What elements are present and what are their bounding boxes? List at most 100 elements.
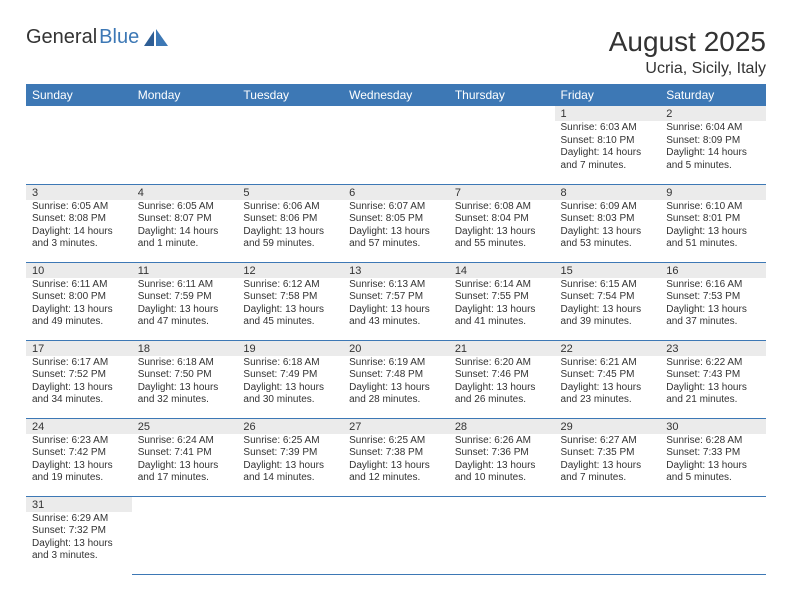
daylight-text-2: and 14 minutes. (243, 472, 337, 485)
daylight-text-1: Daylight: 14 hours (138, 226, 232, 239)
daylight-text-2: and 3 minutes. (32, 238, 126, 251)
calendar-cell (343, 106, 449, 184)
sunrise-text: Sunrise: 6:25 AM (349, 435, 443, 448)
calendar-cell: 13Sunrise: 6:13 AMSunset: 7:57 PMDayligh… (343, 262, 449, 340)
day-number: 11 (132, 263, 238, 278)
day-number: 22 (555, 341, 661, 356)
sunset-text: Sunset: 8:10 PM (561, 135, 655, 148)
sunrise-text: Sunrise: 6:24 AM (138, 435, 232, 448)
weekday-header: Wednesday (343, 84, 449, 106)
daylight-text-2: and 17 minutes. (138, 472, 232, 485)
sunset-text: Sunset: 7:52 PM (32, 369, 126, 382)
day-details: Sunrise: 6:23 AMSunset: 7:42 PMDaylight:… (26, 434, 132, 487)
daylight-text-1: Daylight: 14 hours (561, 147, 655, 160)
sunrise-text: Sunrise: 6:06 AM (243, 201, 337, 214)
sunrise-text: Sunrise: 6:11 AM (32, 279, 126, 292)
daylight-text-1: Daylight: 13 hours (349, 460, 443, 473)
day-details: Sunrise: 6:03 AMSunset: 8:10 PMDaylight:… (555, 121, 661, 174)
sunrise-text: Sunrise: 6:13 AM (349, 279, 443, 292)
day-details: Sunrise: 6:16 AMSunset: 7:53 PMDaylight:… (660, 278, 766, 331)
daylight-text-2: and 55 minutes. (455, 238, 549, 251)
weekday-header: Monday (132, 84, 238, 106)
sunrise-text: Sunrise: 6:19 AM (349, 357, 443, 370)
calendar-cell (449, 496, 555, 574)
sunset-text: Sunset: 7:42 PM (32, 447, 126, 460)
day-number: 29 (555, 419, 661, 434)
sunset-text: Sunset: 7:58 PM (243, 291, 337, 304)
sunset-text: Sunset: 7:39 PM (243, 447, 337, 460)
header: GeneralBlue August 2025 Ucria, Sicily, I… (26, 26, 766, 78)
sunset-text: Sunset: 8:06 PM (243, 213, 337, 226)
daylight-text-1: Daylight: 13 hours (666, 304, 760, 317)
sunset-text: Sunset: 7:54 PM (561, 291, 655, 304)
sunset-text: Sunset: 7:57 PM (349, 291, 443, 304)
daylight-text-1: Daylight: 13 hours (349, 226, 443, 239)
calendar-cell: 8Sunrise: 6:09 AMSunset: 8:03 PMDaylight… (555, 184, 661, 262)
day-details: Sunrise: 6:05 AMSunset: 8:08 PMDaylight:… (26, 200, 132, 253)
day-number: 28 (449, 419, 555, 434)
daylight-text-1: Daylight: 13 hours (561, 226, 655, 239)
daylight-text-2: and 47 minutes. (138, 316, 232, 329)
day-number: 18 (132, 341, 238, 356)
daylight-text-1: Daylight: 13 hours (455, 304, 549, 317)
sunrise-text: Sunrise: 6:14 AM (455, 279, 549, 292)
daylight-text-1: Daylight: 13 hours (455, 226, 549, 239)
day-number: 17 (26, 341, 132, 356)
daylight-text-1: Daylight: 13 hours (32, 460, 126, 473)
sunset-text: Sunset: 7:43 PM (666, 369, 760, 382)
sunrise-text: Sunrise: 6:21 AM (561, 357, 655, 370)
calendar-row: 10Sunrise: 6:11 AMSunset: 8:00 PMDayligh… (26, 262, 766, 340)
calendar-cell: 7Sunrise: 6:08 AMSunset: 8:04 PMDaylight… (449, 184, 555, 262)
day-details: Sunrise: 6:25 AMSunset: 7:39 PMDaylight:… (237, 434, 343, 487)
day-details: Sunrise: 6:19 AMSunset: 7:48 PMDaylight:… (343, 356, 449, 409)
brand-text-1: General (26, 26, 97, 49)
calendar-cell: 30Sunrise: 6:28 AMSunset: 7:33 PMDayligh… (660, 418, 766, 496)
day-details: Sunrise: 6:18 AMSunset: 7:49 PMDaylight:… (237, 356, 343, 409)
calendar-cell (555, 496, 661, 574)
calendar-cell: 25Sunrise: 6:24 AMSunset: 7:41 PMDayligh… (132, 418, 238, 496)
sunset-text: Sunset: 8:07 PM (138, 213, 232, 226)
daylight-text-1: Daylight: 13 hours (349, 382, 443, 395)
daylight-text-1: Daylight: 13 hours (455, 460, 549, 473)
day-details: Sunrise: 6:17 AMSunset: 7:52 PMDaylight:… (26, 356, 132, 409)
daylight-text-2: and 39 minutes. (561, 316, 655, 329)
daylight-text-2: and 30 minutes. (243, 394, 337, 407)
calendar-cell (26, 106, 132, 184)
logo: GeneralBlue (26, 26, 170, 49)
daylight-text-2: and 49 minutes. (32, 316, 126, 329)
daylight-text-1: Daylight: 13 hours (243, 460, 337, 473)
title-block: August 2025 Ucria, Sicily, Italy (609, 26, 766, 78)
day-number: 19 (237, 341, 343, 356)
daylight-text-1: Daylight: 13 hours (243, 226, 337, 239)
sunrise-text: Sunrise: 6:25 AM (243, 435, 337, 448)
sunrise-text: Sunrise: 6:28 AM (666, 435, 760, 448)
daylight-text-2: and 5 minutes. (666, 160, 760, 173)
day-details: Sunrise: 6:29 AMSunset: 7:32 PMDaylight:… (26, 512, 132, 565)
sunrise-text: Sunrise: 6:20 AM (455, 357, 549, 370)
sunset-text: Sunset: 7:46 PM (455, 369, 549, 382)
day-details: Sunrise: 6:18 AMSunset: 7:50 PMDaylight:… (132, 356, 238, 409)
calendar-cell: 28Sunrise: 6:26 AMSunset: 7:36 PMDayligh… (449, 418, 555, 496)
calendar-cell: 1Sunrise: 6:03 AMSunset: 8:10 PMDaylight… (555, 106, 661, 184)
sunset-text: Sunset: 7:35 PM (561, 447, 655, 460)
daylight-text-1: Daylight: 13 hours (32, 538, 126, 551)
weekday-header-row: Sunday Monday Tuesday Wednesday Thursday… (26, 84, 766, 106)
daylight-text-1: Daylight: 13 hours (32, 304, 126, 317)
day-details: Sunrise: 6:11 AMSunset: 7:59 PMDaylight:… (132, 278, 238, 331)
daylight-text-2: and 23 minutes. (561, 394, 655, 407)
daylight-text-2: and 32 minutes. (138, 394, 232, 407)
day-number: 7 (449, 185, 555, 200)
sunset-text: Sunset: 7:33 PM (666, 447, 760, 460)
daylight-text-2: and 3 minutes. (32, 550, 126, 563)
sunset-text: Sunset: 7:41 PM (138, 447, 232, 460)
day-number: 8 (555, 185, 661, 200)
day-details: Sunrise: 6:24 AMSunset: 7:41 PMDaylight:… (132, 434, 238, 487)
calendar-cell: 31Sunrise: 6:29 AMSunset: 7:32 PMDayligh… (26, 496, 132, 574)
calendar-cell: 2Sunrise: 6:04 AMSunset: 8:09 PMDaylight… (660, 106, 766, 184)
sunset-text: Sunset: 8:04 PM (455, 213, 549, 226)
calendar-table: Sunday Monday Tuesday Wednesday Thursday… (26, 84, 766, 575)
day-details: Sunrise: 6:10 AMSunset: 8:01 PMDaylight:… (660, 200, 766, 253)
day-number: 26 (237, 419, 343, 434)
day-number: 15 (555, 263, 661, 278)
calendar-cell (237, 106, 343, 184)
